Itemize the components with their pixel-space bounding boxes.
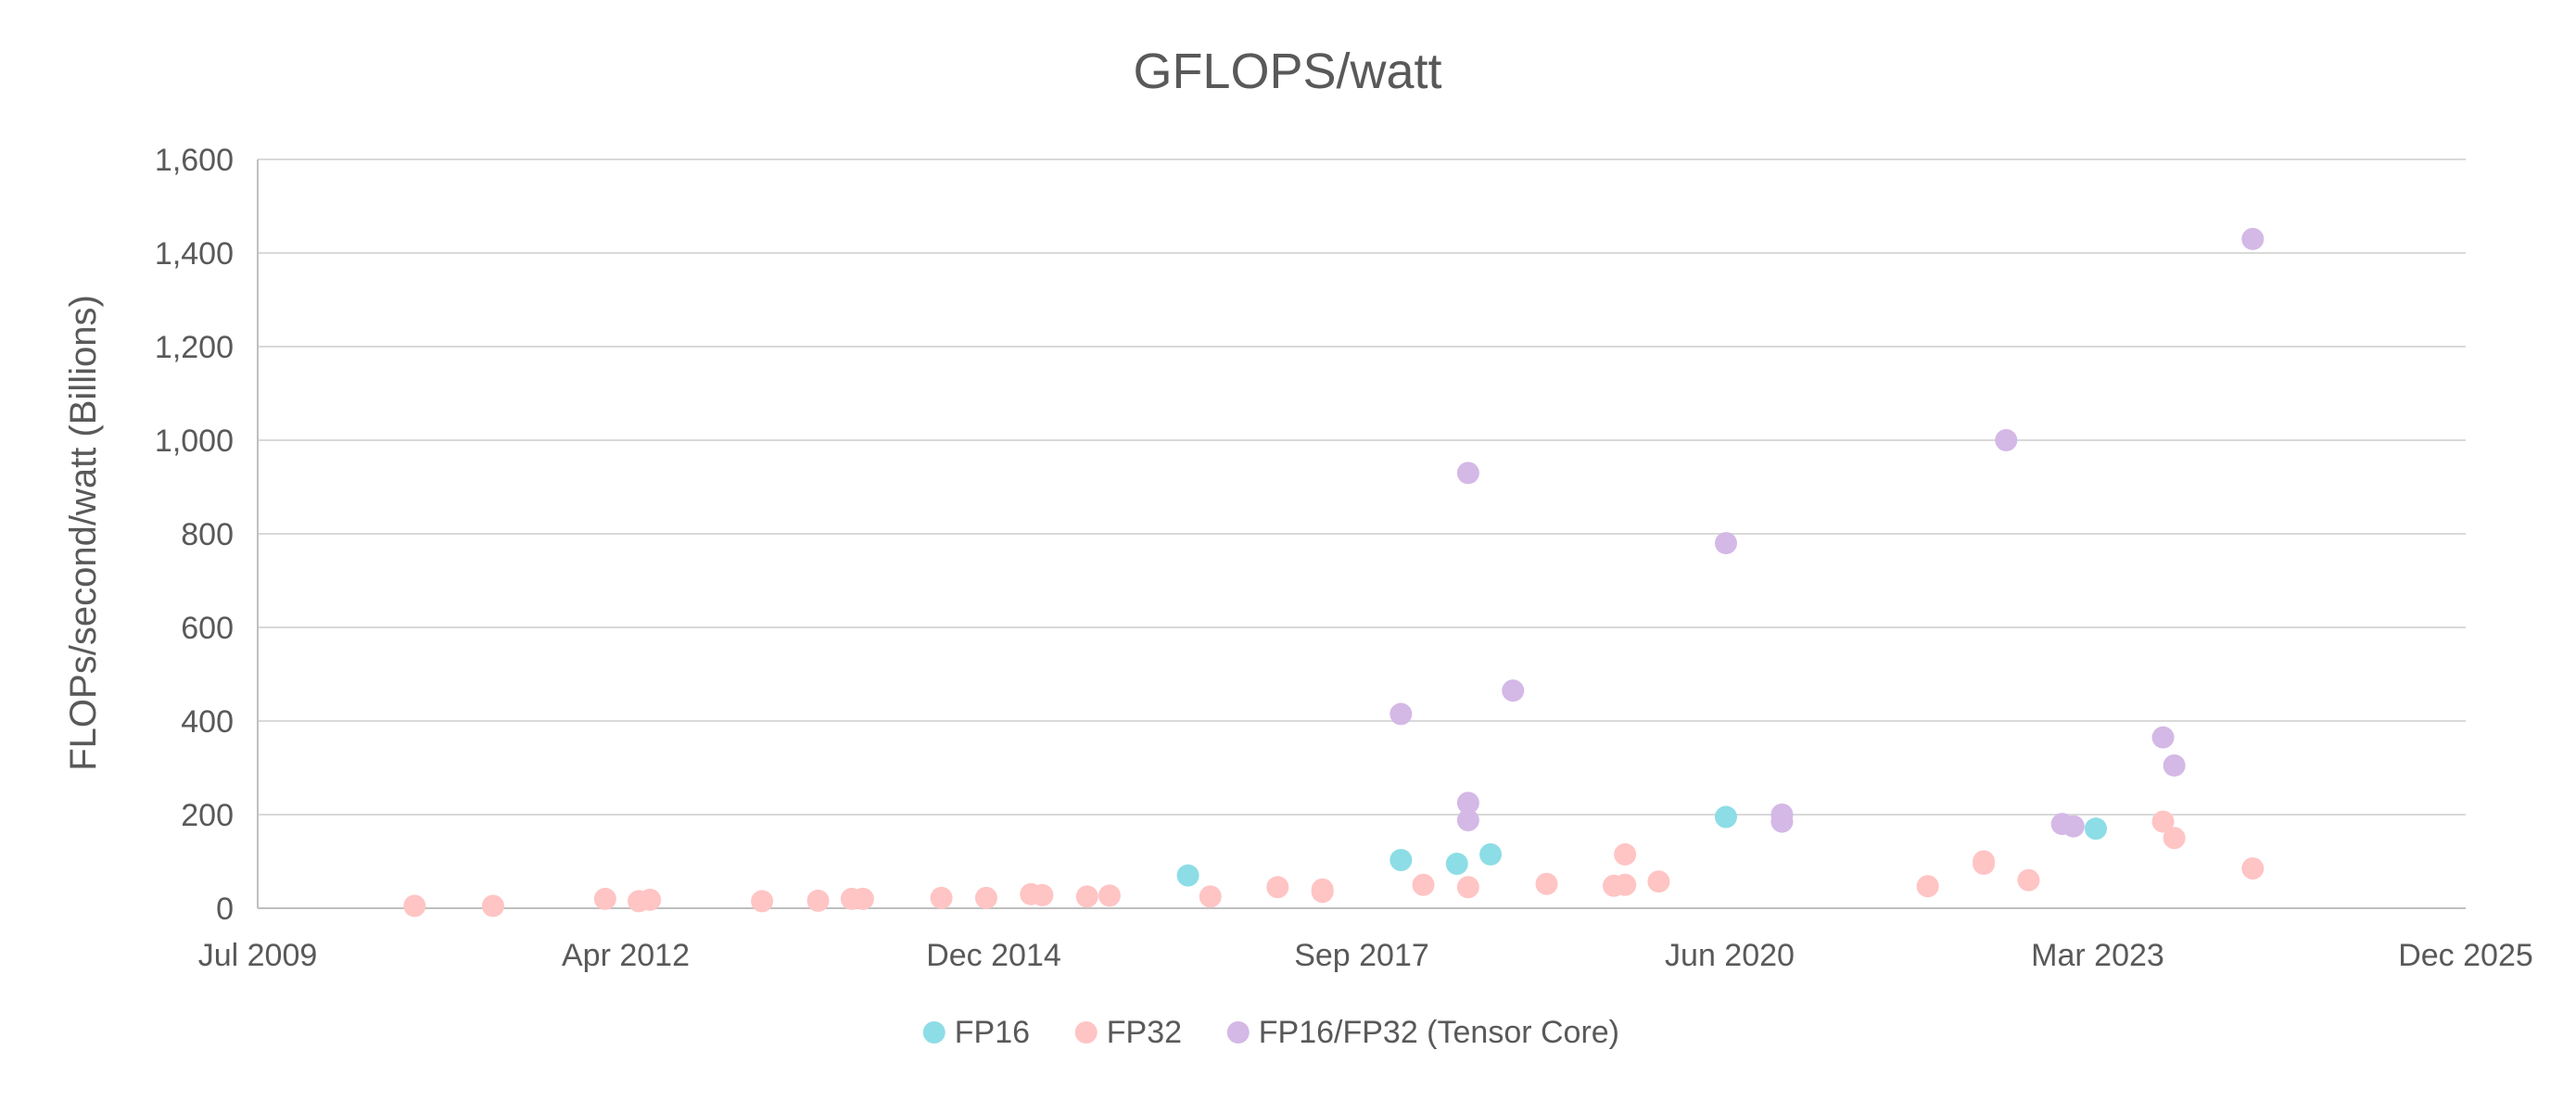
chart-title: GFLOPS/watt [1133, 44, 1441, 99]
y-tick-label: 1,600 [155, 143, 234, 178]
data-point-fp16 [1176, 864, 1199, 887]
y-tick-label: 800 [181, 517, 234, 552]
data-point-fp32 [2017, 868, 2040, 892]
data-point-fp32 [1916, 875, 1939, 898]
data-points [403, 227, 2265, 918]
data-point-fp32 [1199, 885, 1222, 908]
data-point-fp16-fp32-tensor-core [1456, 462, 1479, 485]
data-point-fp16 [1390, 848, 1413, 871]
data-point-fp32 [851, 887, 874, 910]
data-point-fp16-fp32-tensor-core [2163, 753, 2186, 777]
data-point-fp32 [639, 888, 662, 911]
data-point-fp32 [930, 886, 953, 909]
y-axis-title: FLOPs/second/watt (Billions) [63, 295, 104, 771]
data-point-fp16-fp32-tensor-core [1714, 532, 1737, 555]
data-point-fp32 [593, 887, 616, 910]
x-tick-label: Apr 2012 [562, 938, 690, 973]
data-point-fp32 [2241, 857, 2265, 880]
data-point-fp16-fp32-tensor-core [2151, 726, 2175, 749]
legend-label: FP16 [955, 1015, 1030, 1050]
data-point-fp32 [1266, 876, 1289, 899]
legend-marker [1074, 1021, 1098, 1044]
data-point-fp16-fp32-tensor-core [2241, 227, 2265, 250]
data-point-fp32 [1647, 870, 1670, 893]
data-point-fp32 [974, 886, 997, 909]
data-point-fp16-fp32-tensor-core [1995, 429, 2018, 451]
y-tick-label: 0 [216, 892, 234, 927]
legend-item-fp16-fp32-tensor-core: FP16/FP32 (Tensor Core) [1226, 1015, 1619, 1050]
data-point-fp16-fp32-tensor-core [1390, 702, 1413, 726]
data-point-fp16-fp32-tensor-core [1770, 804, 1794, 826]
data-point-fp16-fp32-tensor-core [1502, 679, 1525, 702]
legend-label: FP32 [1107, 1015, 1182, 1050]
data-point-fp32 [806, 889, 830, 912]
legend-item-fp16: FP16 [922, 1015, 1030, 1050]
data-point-fp32 [1456, 876, 1479, 899]
data-point-fp32 [1535, 872, 1558, 895]
x-tick-label: Sep 2017 [1294, 938, 1429, 973]
data-point-fp32 [1031, 883, 1054, 906]
data-point-fp16 [1714, 805, 1737, 829]
y-tick-label: 1,000 [155, 424, 234, 459]
data-point-fp32 [481, 894, 504, 918]
data-point-fp16 [2084, 817, 2107, 841]
y-tick-label: 200 [181, 798, 234, 833]
y-tick-label: 600 [181, 611, 234, 646]
legend: FP16 FP32 FP16/FP32 (Tensor Core) [922, 1015, 1619, 1050]
data-point-fp16 [1445, 853, 1468, 876]
series-fp16-fp32-tensor-core [1390, 227, 2265, 838]
x-tick-label: Dec 2025 [2398, 938, 2533, 973]
x-tick-label: Jul 2009 [198, 938, 318, 973]
data-point-fp16-fp32-tensor-core [1456, 791, 1479, 815]
legend-item-fp32: FP32 [1074, 1015, 1182, 1050]
legend-marker [1226, 1021, 1250, 1044]
data-point-fp16-fp32-tensor-core [2062, 815, 2085, 838]
data-point-fp32 [1075, 885, 1098, 908]
data-point-fp32 [751, 890, 774, 913]
data-point-fp32 [2151, 810, 2175, 833]
axes: 0 200 400 600 800 1,000 1,200 1,400 1,600 Jul 200… [155, 143, 2533, 973]
data-point-fp16-fp32-tensor-core [1456, 809, 1479, 832]
data-point-fp32 [1973, 850, 1996, 873]
series-fp32 [403, 810, 2265, 918]
data-point-fp32 [2163, 827, 2186, 850]
data-point-fp32 [1098, 884, 1121, 907]
gridlines [258, 158, 2466, 816]
data-point-fp32 [1614, 842, 1637, 866]
x-tick-label: Dec 2014 [926, 938, 1061, 973]
y-tick-label: 400 [181, 704, 234, 740]
data-point-fp32 [1614, 873, 1637, 896]
data-point-fp16 [1479, 842, 1503, 866]
y-tick-label: 1,200 [155, 330, 234, 365]
x-tick-label: Mar 2023 [2031, 938, 2164, 973]
data-point-fp32 [1311, 880, 1334, 904]
data-point-fp32 [403, 894, 426, 918]
y-tick-label: 1,400 [155, 236, 234, 272]
data-point-fp32 [1412, 873, 1435, 896]
x-tick-label: Jun 2020 [1665, 938, 1795, 973]
legend-marker [922, 1021, 945, 1044]
series-fp16 [1176, 805, 2107, 887]
legend-label: FP16/FP32 (Tensor Core) [1259, 1015, 1619, 1050]
